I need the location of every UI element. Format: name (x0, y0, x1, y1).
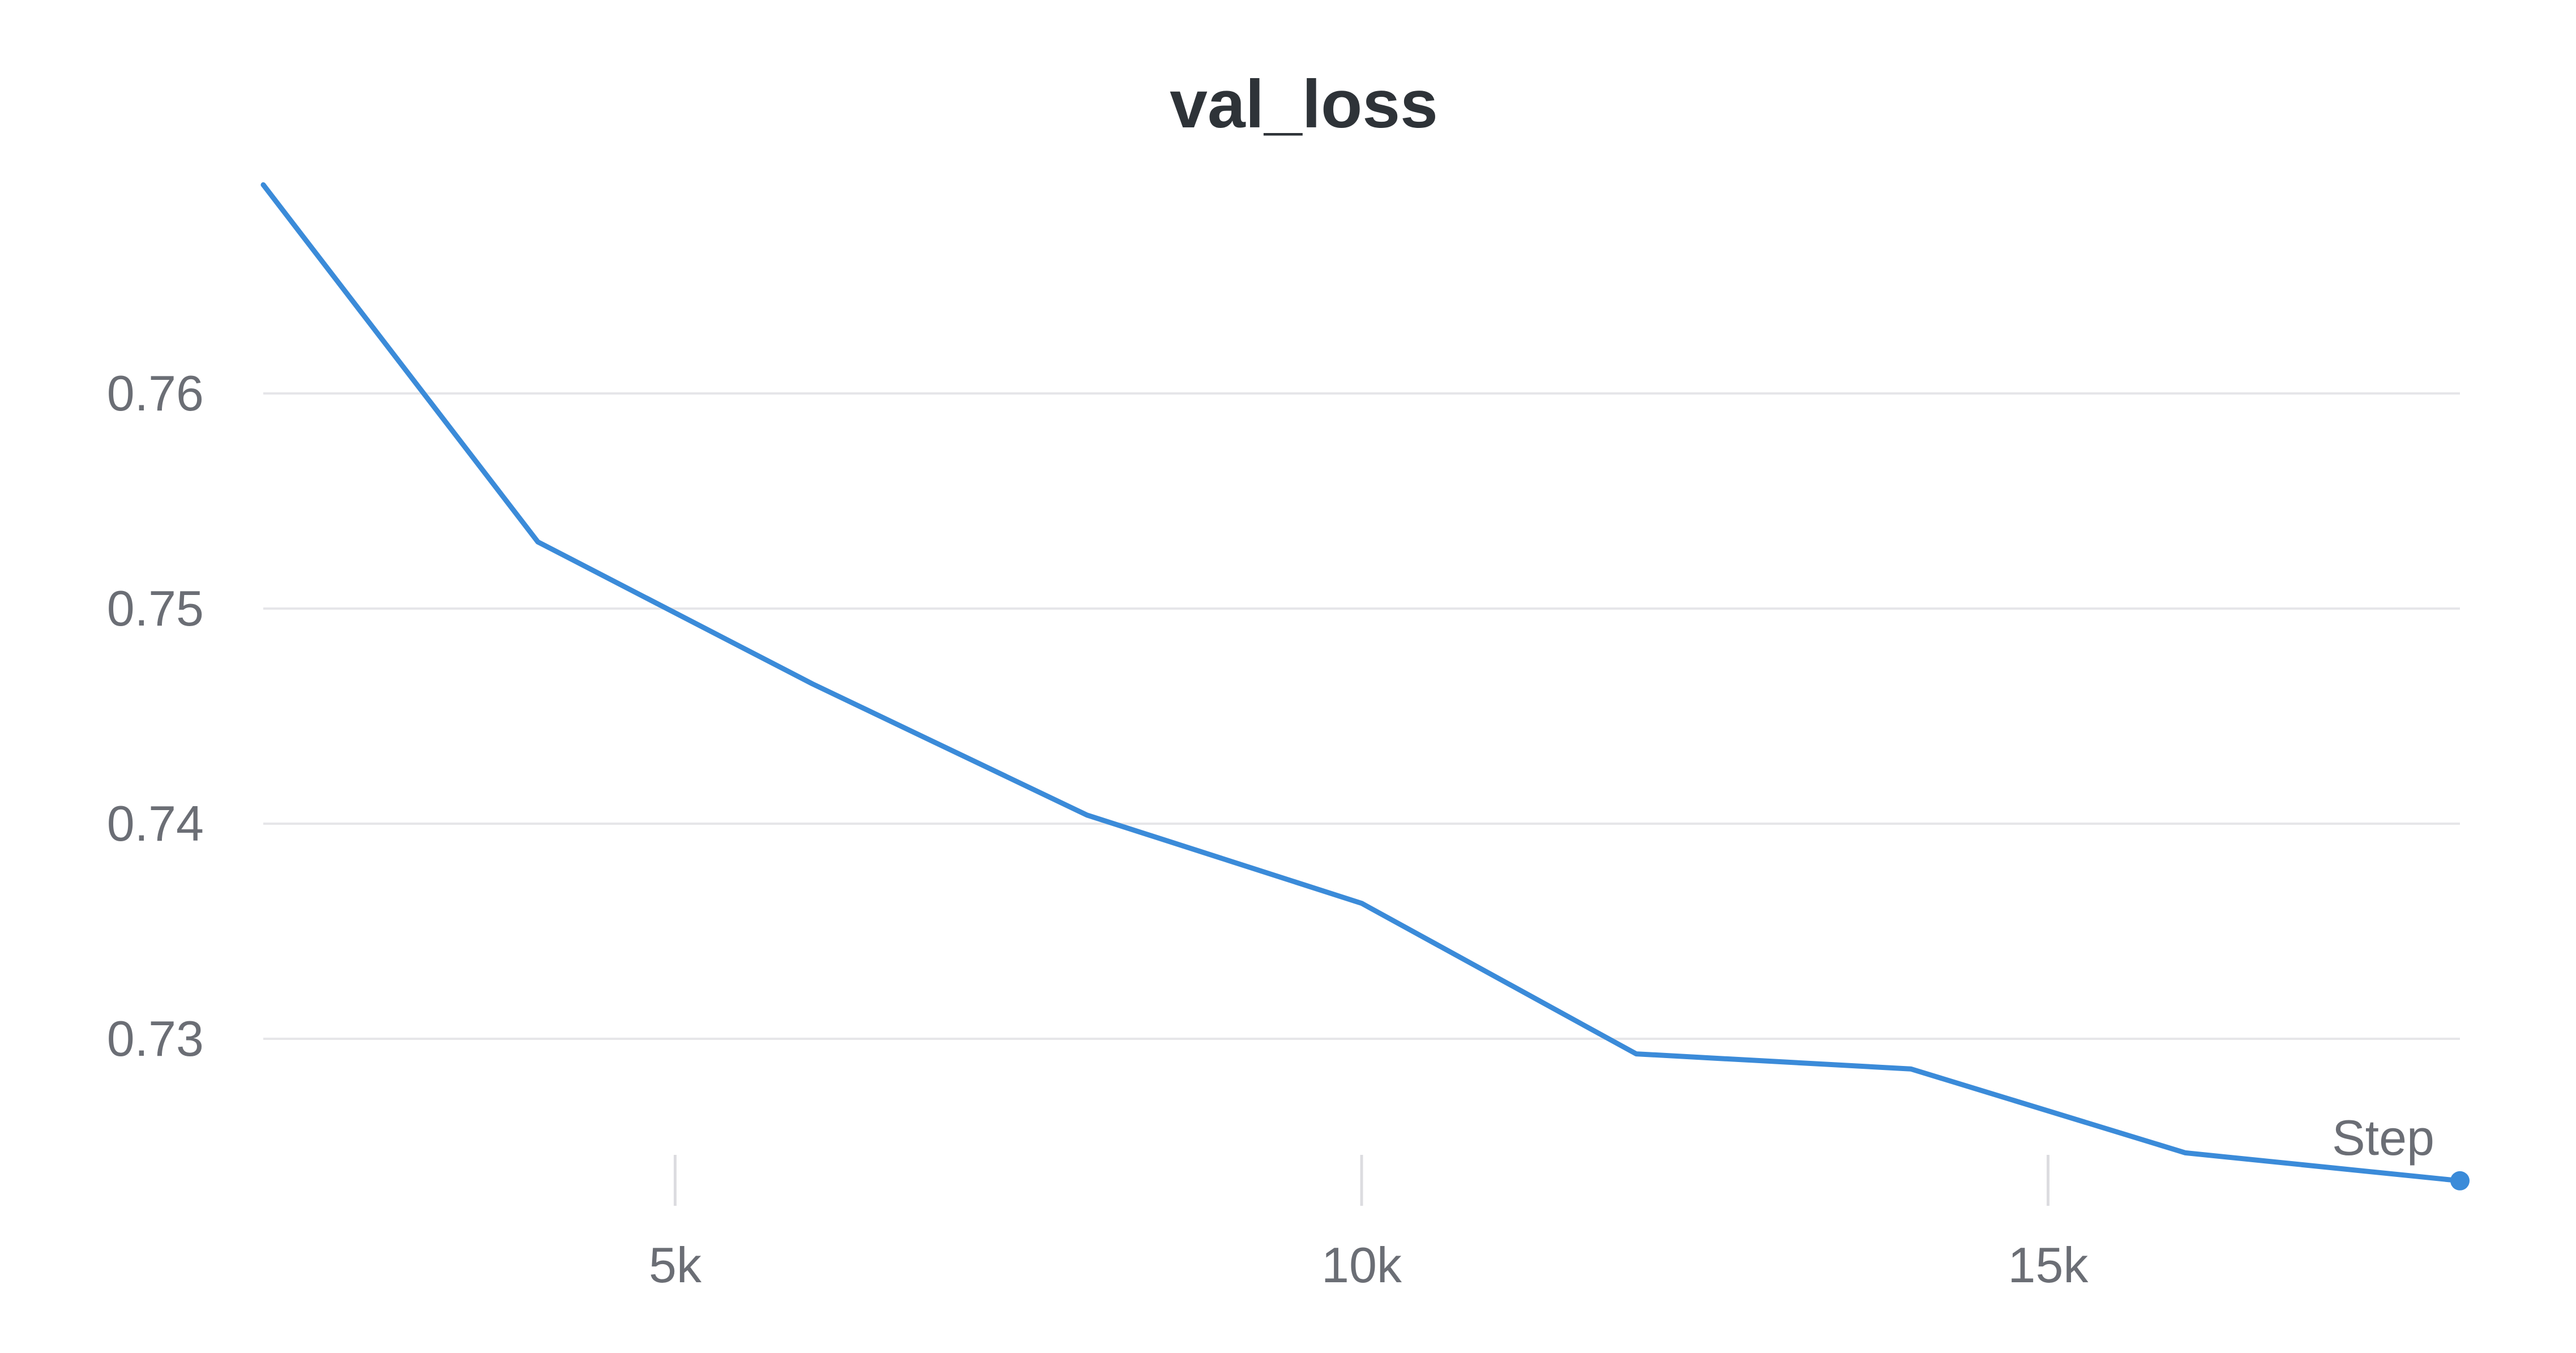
series-end-point-0[interactable] (2450, 1171, 2470, 1191)
y-tick-label: 0.75 (107, 580, 204, 636)
x-axis-ticks: 5k 10k 15k (649, 1155, 2089, 1293)
y-tick-label: 0.74 (107, 795, 204, 851)
chart-title: val_loss (1170, 66, 1438, 142)
series-group (260, 182, 2470, 1191)
y-axis-ticks: 0.73 0.74 0.75 0.76 (107, 365, 204, 1067)
grid-lines (263, 392, 2460, 1040)
series-line-0 (260, 182, 2463, 1184)
y-tick-label: 0.73 (107, 1011, 204, 1067)
x-tick-label: 10k (1321, 1237, 1402, 1293)
x-tick-label: 15k (2008, 1237, 2089, 1293)
x-axis-label: Step (2332, 1110, 2434, 1166)
y-tick-label: 0.76 (107, 365, 204, 421)
x-tick-label: 5k (649, 1237, 702, 1293)
